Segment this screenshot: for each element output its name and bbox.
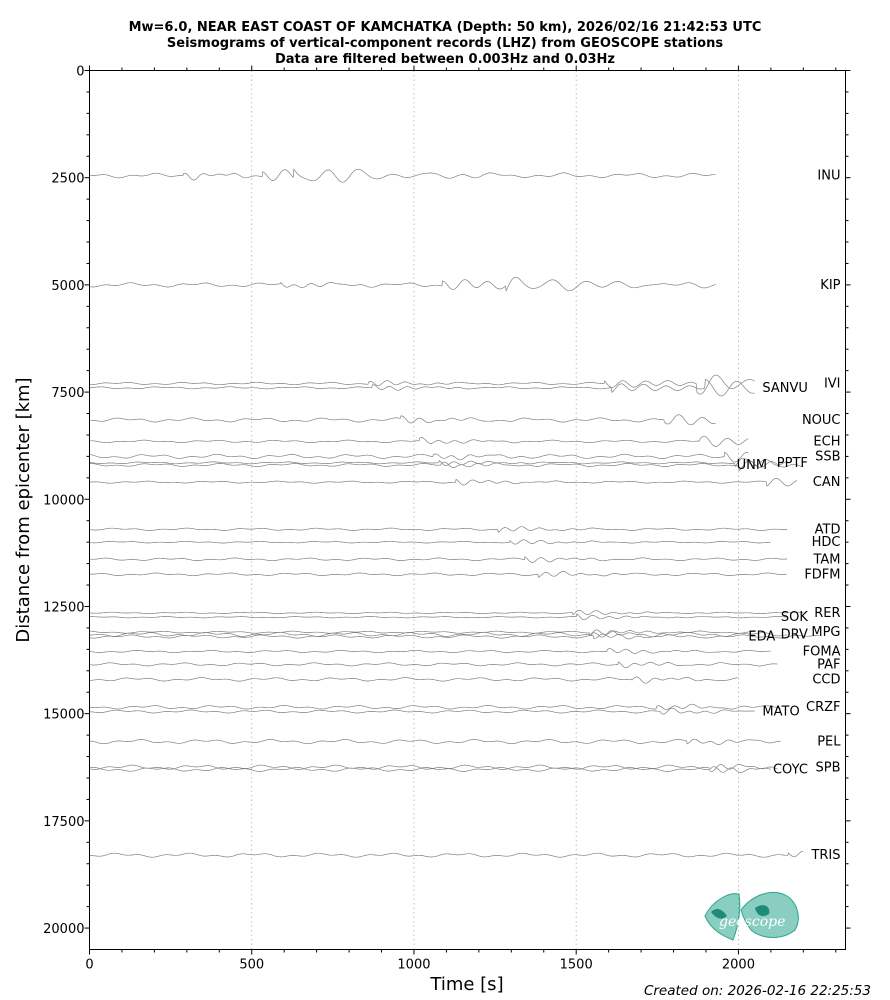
x-axis-label: Time [s] [429, 974, 503, 995]
station-label-can: CAN [813, 475, 841, 490]
station-label-ivi: IVI [824, 377, 841, 392]
station-label-drv: DRV [781, 627, 808, 642]
trace-tam [89, 556, 788, 563]
station-label-atd: ATD [815, 522, 841, 537]
station-label-ssb: SSB [815, 449, 840, 464]
x-axis-ticks: 0 500 1000 1500 2000 [85, 65, 837, 973]
y-tick-label: 15000 [43, 708, 84, 723]
trace-foma [89, 648, 771, 654]
station-label-ech: ECH [813, 434, 840, 449]
station-label-crzf: CRZF [806, 700, 841, 715]
chart-title-line-2: Seismograms of vertical-component record… [167, 36, 723, 51]
y-tick-label: 20000 [43, 922, 84, 937]
trace-tris [89, 850, 804, 858]
trace-ccd [89, 676, 739, 684]
station-label-nouc: NOUC [802, 413, 841, 428]
y-tick-label: 17500 [43, 815, 84, 830]
trace-pptf [89, 457, 788, 468]
trace-can [89, 477, 797, 487]
station-label-rer: RER [814, 606, 840, 621]
trace-atd [89, 526, 788, 533]
station-label-tam: TAM [812, 552, 840, 567]
created-on-footer: Created on: 2026-02-16 22:25:53 [644, 983, 871, 999]
trace-spb [89, 764, 778, 772]
station-label-pptf: PPTF [777, 456, 808, 471]
station-label-coyc: COYC [773, 762, 808, 777]
trace-crzf [89, 703, 781, 710]
x-tick-label: 1000 [397, 958, 430, 973]
x-tick-label: 1500 [560, 958, 593, 973]
station-label-ccd: CCD [812, 672, 840, 687]
station-label-sok: SOK [781, 610, 808, 625]
plot-frame [89, 70, 846, 950]
trace-paf [89, 661, 778, 669]
trace-sanvu [89, 378, 755, 397]
y-tick-label: 10000 [43, 493, 84, 508]
station-label-kip: KIP [820, 278, 840, 293]
trace-nouc [89, 414, 716, 426]
geoscope-logo: geoscope [704, 892, 799, 941]
station-label-eda: EDA [748, 629, 775, 644]
x-tick-label: 500 [239, 958, 264, 973]
y-tick-label: 7500 [51, 386, 84, 401]
trace-fdfm [89, 571, 788, 578]
y-tick-label: 2500 [51, 172, 84, 187]
y-axis-ticks: 0 2500 5000 7500 10000 12500 15000 17500 20000 [43, 65, 851, 937]
station-label-fdfm: FDFM [804, 567, 840, 582]
trace-hdc [89, 539, 771, 545]
station-label-paf: PAF [817, 657, 840, 672]
station-label-spb: SPB [815, 760, 840, 775]
station-label-mato: MATO [762, 705, 799, 720]
trace-eda [89, 633, 820, 640]
trace-sok [89, 613, 788, 621]
chart-title-line-1: Mw=6.0, NEAR EAST COAST OF KAMCHATKA (De… [129, 20, 762, 35]
seismogram-traces [89, 168, 820, 858]
station-label-hdc: HDC [812, 535, 841, 550]
x-tick-label: 0 [85, 958, 93, 973]
station-label-unm: UNM [737, 458, 767, 473]
trace-inu [89, 168, 716, 183]
logo-continents [711, 905, 770, 919]
y-axis-label: Distance from epicenter [km] [13, 377, 34, 642]
trace-ech [89, 435, 749, 447]
trace-coyc [89, 766, 771, 773]
trace-unm [89, 460, 804, 472]
trace-mato [89, 707, 755, 715]
y-tick-label: 0 [76, 65, 84, 80]
x-tick-label: 2000 [722, 958, 755, 973]
trace-rer [89, 610, 804, 616]
chart-title-line-3: Data are filtered between 0.003Hz and 0.… [275, 52, 615, 67]
station-label-tris: TRIS [810, 848, 840, 863]
station-label-pel: PEL [817, 735, 841, 750]
vertical-gridlines [251, 70, 739, 950]
logo-wordmark: geoscope [719, 914, 785, 930]
trace-ivi [89, 374, 755, 395]
trace-kip [89, 276, 716, 292]
trace-ssb [89, 451, 749, 463]
y-tick-label: 12500 [43, 600, 84, 615]
station-label-foma: FOMA [803, 644, 841, 659]
station-label-sanvu: SANVU [762, 381, 808, 396]
chart-title-block: Mw=6.0, NEAR EAST COAST OF KAMCHATKA (De… [129, 20, 762, 67]
station-label-mpg: MPG [811, 625, 840, 640]
logo-globe-right-lobe [740, 892, 799, 938]
trace-pel [89, 738, 781, 745]
y-tick-label: 5000 [51, 279, 84, 294]
station-label-inu: INU [817, 169, 840, 184]
